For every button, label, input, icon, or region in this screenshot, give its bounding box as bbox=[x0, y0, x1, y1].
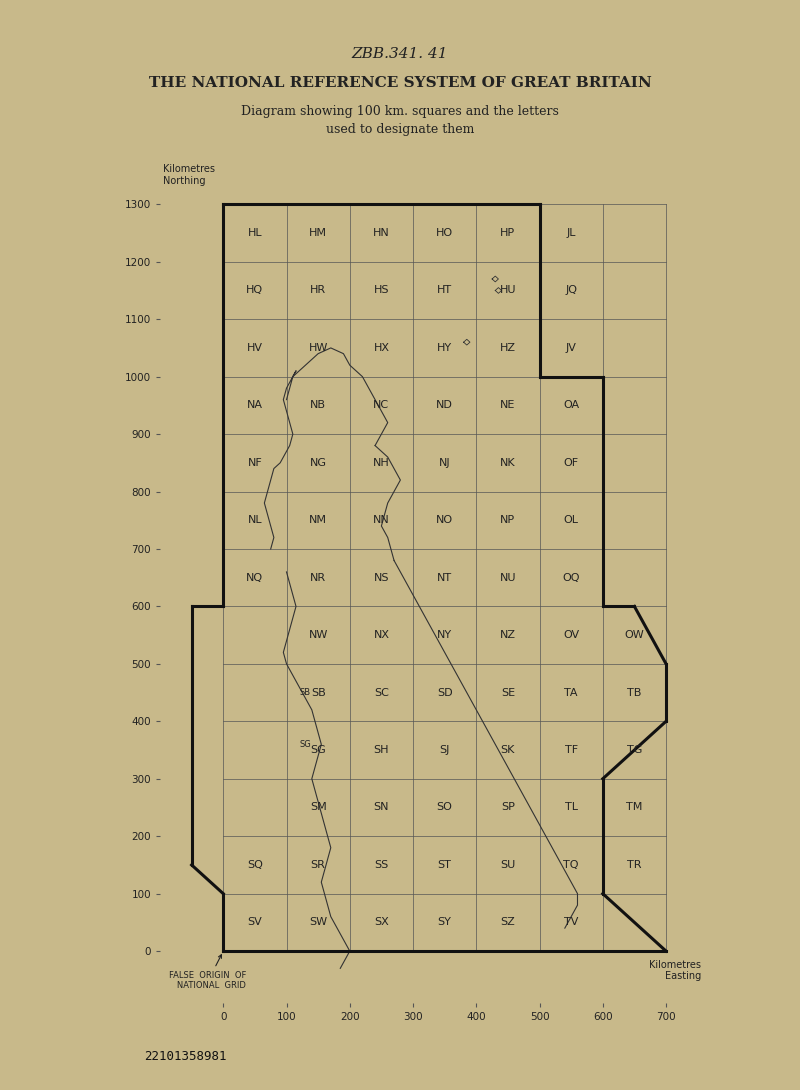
Text: NX: NX bbox=[374, 630, 390, 640]
Text: NM: NM bbox=[309, 516, 327, 525]
Text: SB: SB bbox=[310, 688, 326, 698]
Text: SP: SP bbox=[501, 802, 515, 812]
Text: NA: NA bbox=[247, 400, 263, 410]
Text: NH: NH bbox=[373, 458, 390, 468]
Text: ZBB.341. 41: ZBB.341. 41 bbox=[352, 47, 448, 61]
Text: ST: ST bbox=[438, 860, 451, 870]
Text: HR: HR bbox=[310, 286, 326, 295]
Text: HV: HV bbox=[247, 343, 263, 353]
Text: NR: NR bbox=[310, 572, 326, 583]
Text: NG: NG bbox=[310, 458, 326, 468]
Text: used to designate them: used to designate them bbox=[326, 123, 474, 136]
Text: HN: HN bbox=[373, 228, 390, 238]
Text: SE: SE bbox=[501, 688, 515, 698]
Text: TR: TR bbox=[627, 860, 642, 870]
Text: HT: HT bbox=[437, 286, 452, 295]
Text: SD: SD bbox=[437, 688, 453, 698]
Text: TG: TG bbox=[626, 746, 642, 755]
Text: Kilometres
Northing: Kilometres Northing bbox=[163, 165, 215, 185]
Text: TL: TL bbox=[565, 802, 578, 812]
Text: Diagram showing 100 km. squares and the letters: Diagram showing 100 km. squares and the … bbox=[241, 105, 559, 118]
Text: OQ: OQ bbox=[562, 572, 580, 583]
Text: NO: NO bbox=[436, 516, 454, 525]
Text: HM: HM bbox=[309, 228, 327, 238]
Text: NN: NN bbox=[373, 516, 390, 525]
Text: Kilometres
Easting: Kilometres Easting bbox=[649, 959, 701, 981]
Text: NJ: NJ bbox=[439, 458, 450, 468]
Text: NC: NC bbox=[374, 400, 390, 410]
Text: SW: SW bbox=[309, 918, 327, 928]
Text: SX: SX bbox=[374, 918, 389, 928]
Text: SN: SN bbox=[374, 802, 389, 812]
Text: NS: NS bbox=[374, 572, 389, 583]
Text: JL: JL bbox=[566, 228, 576, 238]
Text: JV: JV bbox=[566, 343, 577, 353]
Text: TA: TA bbox=[565, 688, 578, 698]
Text: HW: HW bbox=[309, 343, 328, 353]
Text: TF: TF bbox=[565, 746, 578, 755]
Text: HP: HP bbox=[500, 228, 515, 238]
Text: OL: OL bbox=[564, 516, 578, 525]
Text: HO: HO bbox=[436, 228, 454, 238]
Text: NQ: NQ bbox=[246, 572, 263, 583]
Text: SU: SU bbox=[500, 860, 515, 870]
Text: SV: SV bbox=[247, 918, 262, 928]
Text: 22101358981: 22101358981 bbox=[144, 1050, 226, 1063]
Text: SJ: SJ bbox=[439, 746, 450, 755]
Text: NW: NW bbox=[309, 630, 328, 640]
Text: OW: OW bbox=[625, 630, 644, 640]
Text: HL: HL bbox=[247, 228, 262, 238]
Text: NB: NB bbox=[310, 400, 326, 410]
Text: TM: TM bbox=[626, 802, 642, 812]
Text: NF: NF bbox=[247, 458, 262, 468]
Text: SG: SG bbox=[300, 740, 311, 749]
Text: SO: SO bbox=[437, 802, 453, 812]
Text: TQ: TQ bbox=[563, 860, 579, 870]
Text: SY: SY bbox=[438, 918, 451, 928]
Text: NY: NY bbox=[437, 630, 452, 640]
Text: NT: NT bbox=[437, 572, 452, 583]
Text: SZ: SZ bbox=[501, 918, 515, 928]
Text: NU: NU bbox=[500, 572, 516, 583]
Text: NL: NL bbox=[247, 516, 262, 525]
Text: HU: HU bbox=[500, 286, 516, 295]
Text: HS: HS bbox=[374, 286, 389, 295]
Text: HX: HX bbox=[374, 343, 390, 353]
Text: SB: SB bbox=[300, 688, 311, 698]
Text: NK: NK bbox=[500, 458, 516, 468]
Text: HZ: HZ bbox=[500, 343, 516, 353]
Text: OA: OA bbox=[563, 400, 579, 410]
Text: OV: OV bbox=[563, 630, 579, 640]
Text: NP: NP bbox=[500, 516, 515, 525]
Text: FALSE  ORIGIN  OF
   NATIONAL  GRID: FALSE ORIGIN OF NATIONAL GRID bbox=[170, 955, 247, 991]
Text: HY: HY bbox=[437, 343, 452, 353]
Text: ND: ND bbox=[436, 400, 453, 410]
Text: SK: SK bbox=[501, 746, 515, 755]
Text: THE NATIONAL REFERENCE SYSTEM OF GREAT BRITAIN: THE NATIONAL REFERENCE SYSTEM OF GREAT B… bbox=[149, 76, 651, 90]
Text: SM: SM bbox=[310, 802, 326, 812]
Text: SS: SS bbox=[374, 860, 389, 870]
Text: SG: SG bbox=[310, 746, 326, 755]
Text: SR: SR bbox=[310, 860, 326, 870]
Text: SC: SC bbox=[374, 688, 389, 698]
Text: JQ: JQ bbox=[565, 286, 577, 295]
Text: SQ: SQ bbox=[247, 860, 263, 870]
Text: OF: OF bbox=[564, 458, 578, 468]
Text: SH: SH bbox=[374, 746, 389, 755]
Text: TB: TB bbox=[627, 688, 642, 698]
Text: HQ: HQ bbox=[246, 286, 263, 295]
Text: NZ: NZ bbox=[500, 630, 516, 640]
Text: NE: NE bbox=[500, 400, 515, 410]
Text: TV: TV bbox=[564, 918, 578, 928]
